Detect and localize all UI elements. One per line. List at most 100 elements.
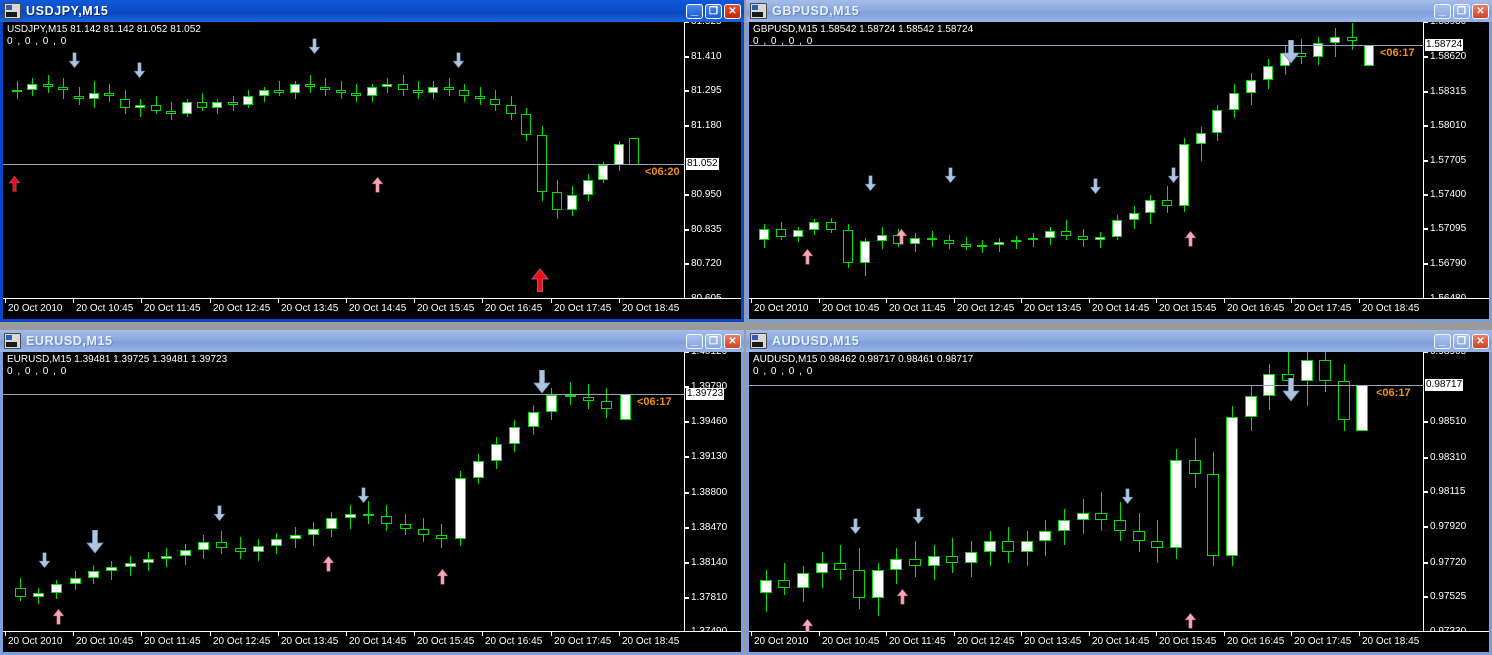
time-axis-eurusd[interactable]: 20 Oct 2010 20 Oct 10:45 20 Oct 11:45 20 Oc… — [3, 631, 741, 652]
maximize-button[interactable]: ❐ — [705, 3, 722, 19]
minimize-button[interactable]: _ — [1434, 333, 1451, 349]
minimize-button[interactable]: _ — [1434, 3, 1451, 19]
ohlc-line-1: GBPUSD,M15 1.58542 1.58724 1.58542 1.587… — [753, 24, 974, 35]
title-bar-gbpusd[interactable]: GBPUSD,M15 _ ❐ ✕ — [746, 0, 1492, 22]
candle-body — [1061, 231, 1071, 236]
price-tick-label: 0.98115 — [1430, 486, 1466, 498]
marker-arrow-up — [1184, 230, 1197, 247]
candle-body — [509, 426, 520, 444]
candle-body — [1129, 213, 1139, 220]
time-tick-mark — [1156, 299, 1157, 303]
candle-body — [400, 524, 411, 529]
time-tick-label: 20 Oct 16:45 — [485, 636, 543, 647]
candle-body — [381, 515, 392, 525]
candle-body — [1229, 93, 1239, 111]
maximize-button[interactable]: ❐ — [1453, 333, 1470, 349]
candle-body — [1170, 459, 1182, 549]
time-tick-label: 20 Oct 18:45 — [622, 636, 680, 647]
minimize-button[interactable]: _ — [686, 3, 703, 19]
candle-body — [74, 95, 84, 99]
minimize-icon: _ — [690, 331, 699, 347]
candle-body — [528, 411, 539, 427]
candle-body — [778, 580, 790, 588]
price-tick-label: 1.40120 — [691, 352, 727, 357]
candle-body — [1028, 237, 1038, 241]
title-bar-eurusd[interactable]: EURUSD,M15 _ ❐ ✕ — [0, 330, 744, 352]
price-tick-mark — [1424, 56, 1428, 59]
time-axis-gbpusd[interactable]: 20 Oct 2010 20 Oct 10:45 20 Oct 11:45 20 Oc… — [749, 298, 1489, 319]
candle-body — [135, 104, 145, 108]
candle-body — [614, 143, 624, 165]
marker-arrow-down — [849, 518, 862, 535]
chart-usdjpy[interactable]: <06:20 USDJPY,M15 81.142 81.142 81.052 81… — [3, 22, 741, 319]
time-tick-mark — [954, 632, 955, 636]
candle-body — [1145, 199, 1155, 214]
marker-arrow-down — [308, 38, 321, 55]
chart-gbpusd[interactable]: <06:17 GBPUSD,M15 1.58542 1.58724 1.58542… — [749, 22, 1489, 319]
candle-body — [418, 528, 429, 536]
candle-wick — [784, 562, 785, 595]
minimize-button[interactable]: _ — [686, 331, 703, 349]
candle-body — [151, 104, 161, 111]
candle-body — [243, 95, 253, 105]
time-tick-mark — [1089, 632, 1090, 636]
candle-wick — [1066, 219, 1067, 241]
countdown-label: <06:17 — [1376, 387, 1411, 399]
candle-wick — [1201, 127, 1202, 162]
time-tick-label: 20 Oct 18:45 — [622, 303, 680, 314]
maximize-button[interactable]: ❐ — [705, 333, 722, 349]
time-tick-label: 20 Oct 15:45 — [417, 303, 475, 314]
last-price-label: 1.39723 — [686, 388, 725, 401]
close-button[interactable]: ✕ — [724, 333, 741, 349]
plot-area-audusd[interactable]: <06:17 AUDUSD,M15 0.98462 0.98717 0.98461… — [749, 352, 1424, 632]
candle-body — [382, 83, 392, 87]
plot-area-usdjpy[interactable]: <06:20 USDJPY,M15 81.142 81.142 81.052 81… — [3, 22, 685, 299]
price-axis-gbpusd[interactable]: 1.58930 1.58620 1.58315 1.58010 1.57705 1.574… — [1423, 22, 1489, 304]
candle-wick — [1016, 235, 1017, 250]
price-tick-mark — [1424, 90, 1428, 93]
time-axis-usdjpy[interactable]: 20 Oct 2010 20 Oct 10:45 20 Oct 11:45 20 Oc… — [3, 298, 741, 319]
close-button[interactable]: ✕ — [1472, 3, 1489, 19]
candle-body — [620, 394, 631, 421]
candle-body — [413, 89, 423, 93]
time-tick-mark — [346, 632, 347, 636]
candle-body — [58, 86, 68, 90]
price-tick-mark — [685, 526, 689, 529]
candle-body — [877, 234, 887, 242]
price-tick-label: 0.98510 — [1430, 416, 1467, 428]
title-bar-audusd[interactable]: AUDUSD,M15 _ ❐ ✕ — [746, 330, 1492, 352]
time-axis-audusd[interactable]: 20 Oct 2010 20 Oct 10:45 20 Oct 11:45 20 Oc… — [749, 631, 1489, 652]
candle-body — [1095, 236, 1105, 241]
candle-body — [1021, 541, 1033, 552]
price-tick-label: 81.525 — [691, 22, 722, 27]
candle-body — [212, 101, 222, 108]
candle-body — [125, 562, 136, 568]
candle-body — [1078, 235, 1088, 241]
candle-body — [927, 237, 937, 241]
title-bar-usdjpy[interactable]: USDJPY,M15 _ ❐ ✕ — [0, 0, 744, 22]
price-tick-label: 1.39130 — [691, 451, 728, 463]
time-tick-mark — [819, 299, 820, 303]
candle-body — [1207, 473, 1219, 556]
maximize-button[interactable]: ❐ — [1453, 3, 1470, 19]
chart-window-eurusd: EURUSD,M15 _ ❐ ✕ <06:17 EURUSD,M15 1.39481 1.… — [0, 330, 744, 655]
marker-arrow-up — [895, 228, 908, 245]
chart-eurusd[interactable]: <06:17 EURUSD,M15 1.39481 1.39725 1.39481… — [3, 352, 741, 652]
close-button[interactable]: ✕ — [1472, 333, 1489, 349]
chart-audusd[interactable]: <06:17 AUDUSD,M15 0.98462 0.98717 0.98461… — [749, 352, 1489, 652]
marker-arrow-down — [1089, 178, 1102, 195]
price-axis-eurusd[interactable]: 1.40120 1.39790 1.39460 1.39130 1.38800 1.384… — [684, 352, 741, 637]
price-axis-audusd[interactable]: 0.98905 0.98510 0.98310 0.98115 0.97920 0.977… — [1423, 352, 1489, 637]
plot-area-gbpusd[interactable]: <06:17 GBPUSD,M15 1.58542 1.58724 1.58542… — [749, 22, 1424, 299]
close-icon: ✕ — [1476, 335, 1485, 347]
price-axis-usdjpy[interactable]: 81.525 81.410 81.295 81.180 80.950 80.835 80.7… — [684, 22, 741, 304]
candle-body — [491, 443, 502, 461]
close-button[interactable]: ✕ — [724, 3, 741, 19]
candle-wick — [952, 537, 953, 574]
time-tick-label: 20 Oct 18:45 — [1362, 303, 1420, 314]
ohlc-readout: AUDUSD,M15 0.98462 0.98717 0.98461 0.987… — [753, 354, 973, 378]
plot-area-eurusd[interactable]: <06:17 EURUSD,M15 1.39481 1.39725 1.39481… — [3, 352, 685, 632]
window-controls: _ ❐ ✕ — [686, 3, 742, 19]
candle-body — [51, 584, 62, 593]
time-tick-label: 20 Oct 2010 — [754, 636, 809, 647]
